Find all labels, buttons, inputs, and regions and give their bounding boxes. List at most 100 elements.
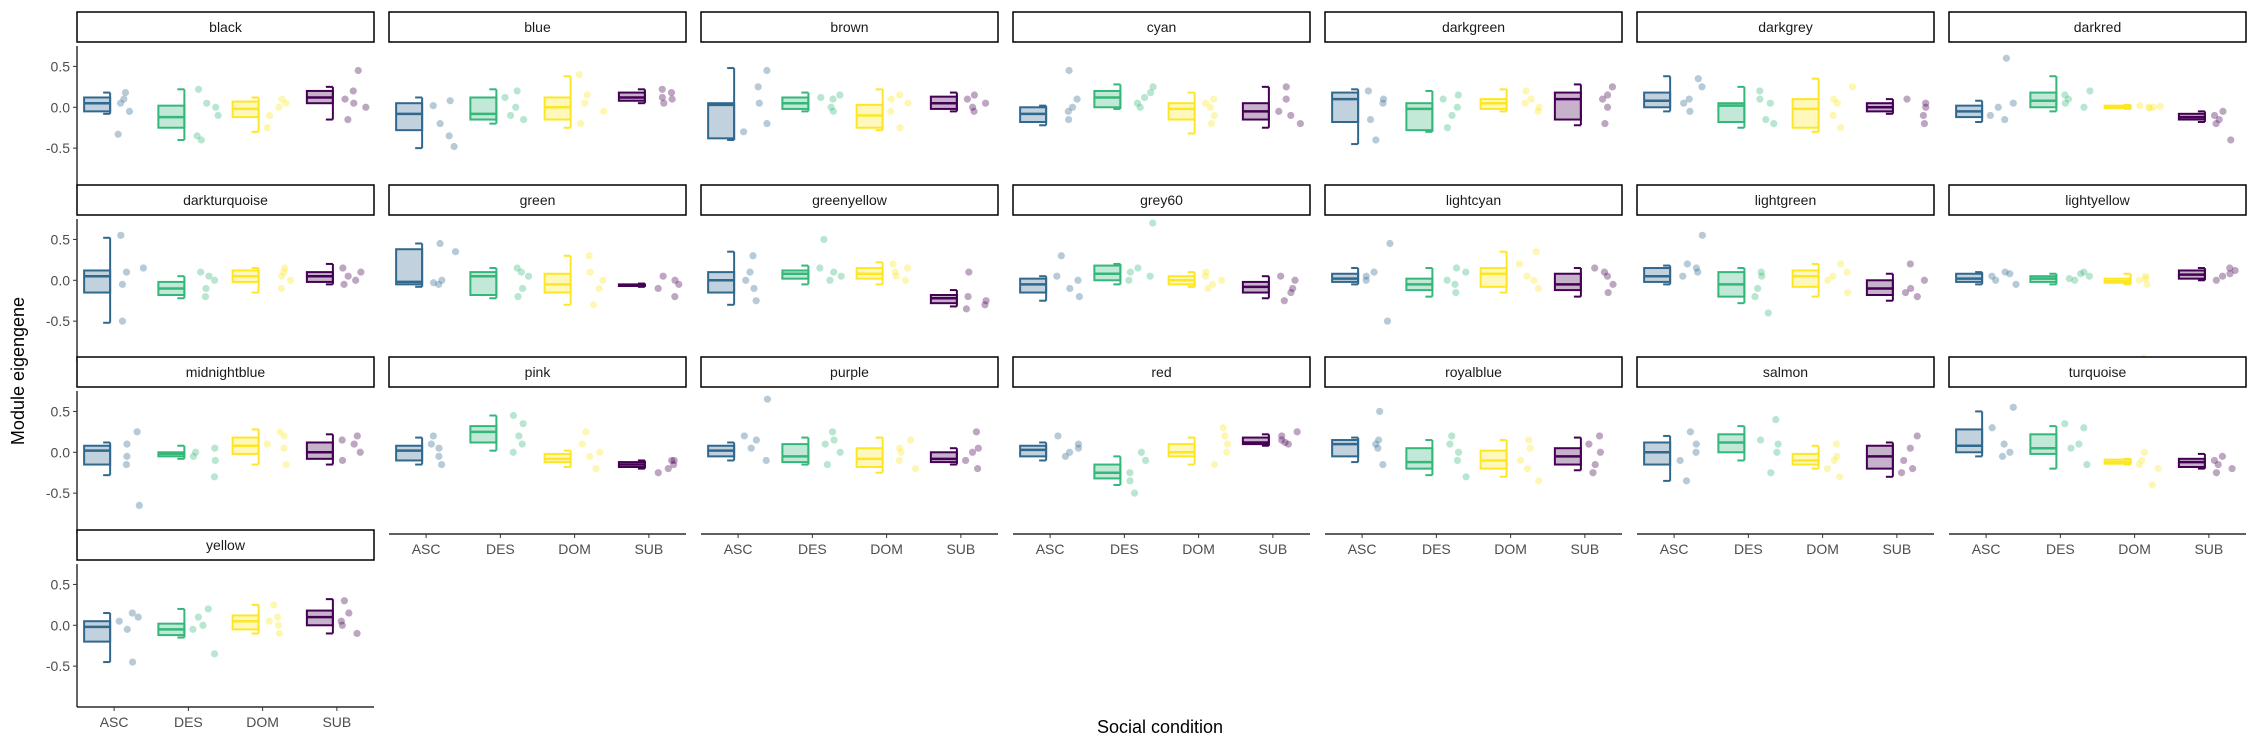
point-SUB bbox=[356, 448, 364, 456]
point-ASC bbox=[1064, 107, 1072, 115]
point-DES bbox=[2067, 444, 2075, 452]
facet-grey60: grey60 bbox=[1012, 184, 1311, 305]
point-DES bbox=[836, 448, 844, 456]
facet-strip-label: yellow bbox=[206, 537, 246, 553]
point-DES bbox=[513, 87, 521, 95]
point-SUB bbox=[1922, 103, 1930, 111]
y-tick-label: 0.5 bbox=[51, 576, 71, 592]
point-DES bbox=[1754, 284, 1762, 293]
point-ASC bbox=[1694, 268, 1702, 276]
y-tick-label: 0.0 bbox=[51, 444, 71, 460]
point-SUB bbox=[350, 99, 358, 107]
point-ASC bbox=[752, 297, 760, 305]
point-DES bbox=[211, 444, 219, 452]
point-DES bbox=[816, 264, 824, 272]
point-ASC bbox=[450, 142, 458, 151]
point-DES bbox=[2061, 99, 2069, 107]
facet-strip-label: lightyellow bbox=[2065, 192, 2130, 208]
point-SUB bbox=[2228, 465, 2236, 473]
point-SUB bbox=[340, 280, 348, 288]
facet-green: green bbox=[388, 184, 687, 309]
point-ASC bbox=[114, 130, 122, 138]
y-tick-label: 0.0 bbox=[51, 272, 71, 288]
point-SUB bbox=[659, 272, 667, 280]
facet-darkgreen: darkgreen bbox=[1324, 11, 1623, 146]
box-DOM bbox=[1791, 269, 1820, 288]
point-SUB bbox=[968, 103, 977, 111]
point-DOM bbox=[270, 601, 278, 609]
point-SUB bbox=[1296, 120, 1304, 128]
x-tick-label: DOM bbox=[558, 541, 591, 557]
point-DES bbox=[194, 613, 202, 621]
point-DOM bbox=[583, 91, 591, 99]
point-DES bbox=[1770, 120, 1778, 128]
point-ASC bbox=[1998, 452, 2007, 460]
facet-lightyellow: lightyellow bbox=[1948, 184, 2247, 362]
point-SUB bbox=[2219, 107, 2227, 115]
point-ASC bbox=[1074, 440, 1082, 448]
point-SUB bbox=[1291, 276, 1299, 284]
point-ASC bbox=[2006, 448, 2014, 456]
point-ASC bbox=[120, 95, 128, 103]
point-DOM bbox=[585, 252, 593, 260]
point-DES bbox=[1453, 103, 1461, 111]
facet-lightcyan: lightcyan bbox=[1324, 184, 1623, 325]
point-ASC bbox=[435, 280, 443, 288]
point-SUB bbox=[352, 276, 360, 284]
point-ASC bbox=[1692, 448, 1700, 456]
point-SUB bbox=[1603, 103, 1612, 111]
point-ASC bbox=[1362, 272, 1370, 280]
point-DES bbox=[1443, 276, 1451, 284]
point-DOM bbox=[906, 436, 915, 444]
point-DES bbox=[1146, 88, 1155, 97]
point-SUB bbox=[974, 444, 982, 452]
facet-strip bbox=[76, 184, 375, 216]
point-DOM bbox=[1525, 436, 1533, 444]
point-ASC bbox=[427, 440, 435, 448]
point-DES bbox=[830, 436, 838, 444]
point-SUB bbox=[1901, 288, 1910, 297]
facet-strip bbox=[1324, 11, 1623, 43]
point-ASC bbox=[123, 452, 131, 460]
facet-strip-label: black bbox=[209, 19, 243, 35]
point-ASC bbox=[1066, 448, 1074, 456]
y-tick-label: 0.5 bbox=[51, 403, 71, 419]
point-SUB bbox=[962, 305, 971, 313]
facet-strip bbox=[1012, 184, 1311, 216]
facet-brown: brown bbox=[700, 11, 999, 141]
point-ASC bbox=[436, 120, 444, 128]
point-SUB bbox=[2215, 115, 2223, 124]
facet-strip bbox=[1948, 356, 2247, 388]
point-SUB bbox=[1289, 284, 1297, 293]
point-DOM bbox=[1208, 280, 1217, 288]
point-SUB bbox=[1906, 444, 1914, 452]
point-SUB bbox=[1906, 260, 1914, 268]
point-DES bbox=[2065, 275, 2073, 283]
point-DES bbox=[1142, 456, 1150, 465]
point-ASC bbox=[763, 66, 771, 75]
point-DES bbox=[1149, 83, 1157, 91]
point-DOM bbox=[280, 432, 288, 440]
point-DOM bbox=[1532, 248, 1540, 256]
point-DES bbox=[1451, 280, 1459, 288]
point-DOM bbox=[275, 629, 284, 638]
point-ASC bbox=[749, 252, 757, 260]
point-ASC bbox=[740, 432, 748, 440]
point-DES bbox=[1756, 95, 1764, 103]
point-SUB bbox=[1282, 95, 1290, 103]
x-tick-label: DES bbox=[486, 541, 515, 557]
point-SUB bbox=[671, 276, 679, 284]
facet-pink: pink ASC DES DOM SUB bbox=[388, 356, 687, 557]
point-DOM bbox=[575, 71, 583, 79]
point-DES bbox=[2083, 460, 2091, 469]
point-SUB bbox=[1293, 428, 1301, 436]
box-SUB bbox=[1553, 91, 1582, 121]
point-DOM bbox=[586, 452, 594, 460]
box-DES bbox=[2029, 433, 2058, 455]
point-DES bbox=[1454, 91, 1462, 99]
point-SUB bbox=[1277, 272, 1285, 280]
point-DES bbox=[820, 235, 828, 244]
facet-strip bbox=[1636, 356, 1935, 388]
point-ASC bbox=[128, 609, 136, 617]
point-DES bbox=[2061, 420, 2069, 428]
